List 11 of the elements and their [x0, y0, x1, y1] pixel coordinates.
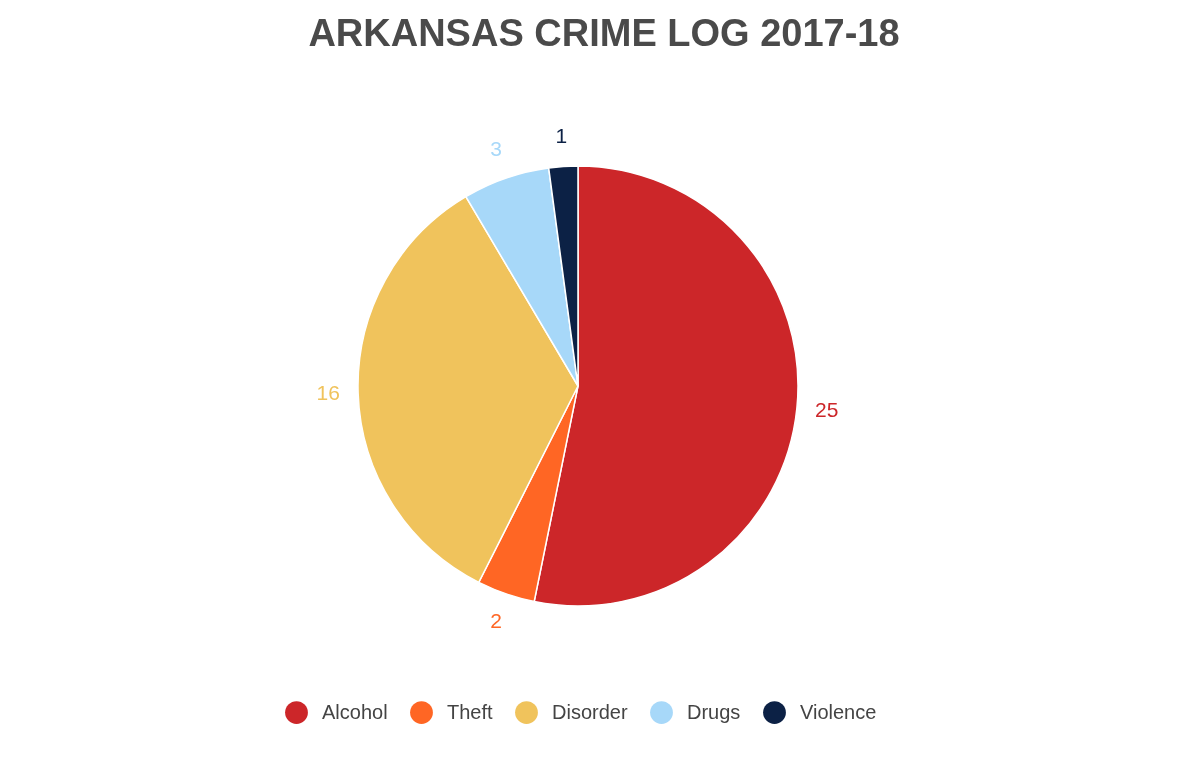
legend-label: Theft [447, 700, 494, 723]
data-label: 25 [815, 398, 839, 422]
data-label: 16 [316, 381, 340, 405]
legend-label: Drugs [687, 700, 741, 723]
data-label: 1 [555, 123, 568, 147]
legend-label: Violence [800, 700, 877, 723]
data-label: 3 [490, 136, 502, 160]
data-label: 2 [490, 609, 502, 633]
legend-label: Disorder [552, 700, 628, 723]
legend-label: Alcohol [322, 700, 388, 723]
chart-title: ARKANSAS CRIME LOG 2017-18 [308, 12, 900, 54]
